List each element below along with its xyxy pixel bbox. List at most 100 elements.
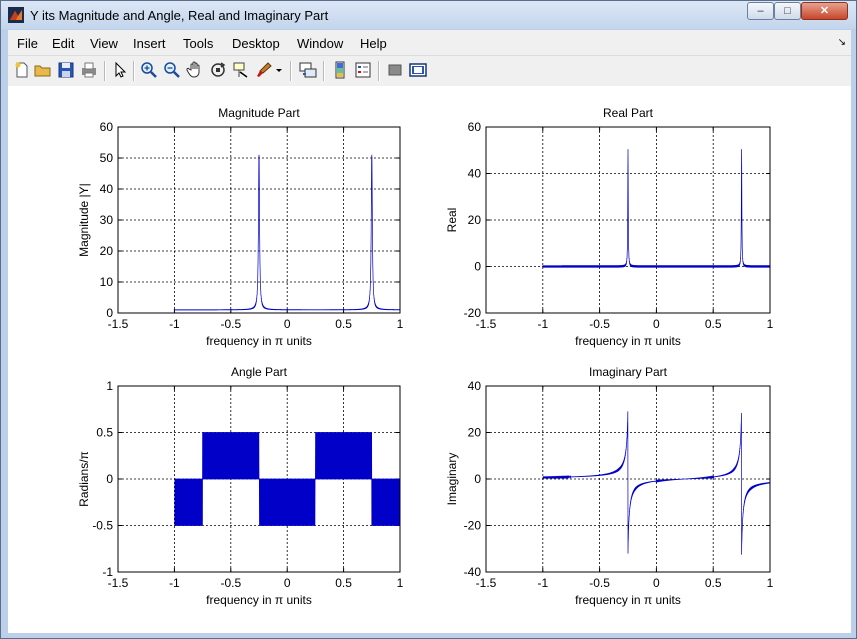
x-tick-label: -1 [169,317,180,331]
x-tick-label: 0 [284,576,291,590]
pan-hand-icon[interactable] [185,60,205,80]
menu-insert[interactable]: Insert [133,36,166,51]
x-tick-label: -1.5 [108,317,129,331]
y-tick-label: 50 [100,151,114,165]
y-tick-label: 40 [468,167,482,181]
axes-title: Real Part [603,106,654,120]
menu-desktop[interactable]: Desktop [232,36,280,51]
menu-edit[interactable]: Edit [52,36,75,51]
maximize-button[interactable]: □ [774,2,801,20]
x-tick-label: -1 [537,317,548,331]
toolbar-separator [133,61,135,81]
link-plot-icon[interactable] [298,60,318,80]
axes-frame [485,385,771,573]
y-tick-label: 60 [468,120,482,134]
y-axis-label: Real [445,208,459,233]
y-tick-label: 0 [474,260,481,274]
window-title: Y its Magnitude and Angle, Real and Imag… [30,8,329,23]
y-tick-label: 0 [106,306,113,320]
edit-plot-arrow-icon[interactable] [110,60,130,80]
x-axis-label: frequency in π units [206,334,312,348]
y-axis-label: Imaginary [445,453,459,506]
save-icon[interactable] [56,60,76,80]
menu-tools[interactable]: Tools [183,36,214,51]
y-tick-label: -20 [464,306,482,320]
axes-frame [117,385,401,573]
x-tick-label: 0 [284,317,291,331]
y-tick-label: 20 [468,213,482,227]
toolbar-separator [378,61,380,81]
data-line [174,432,401,526]
menu-dock-arrow-icon[interactable]: ↘ [837,37,846,48]
axes-title: Angle Part [231,365,288,379]
hide-plot-tools-icon[interactable] [385,60,405,80]
x-axis-label: frequency in π units [575,334,681,348]
new-figure-icon[interactable] [12,60,32,80]
brush-icon[interactable] [254,60,274,80]
subplot-4: -1.5 -1 -0.5 0 0.5 1 -40 -20 0 20 40 Imaginary Part… [445,365,774,607]
menu-window[interactable]: Window [297,36,344,51]
open-file-icon[interactable] [33,60,53,80]
y-tick-label: -0.5 [92,519,113,533]
y-axis-label: Radians/π [77,451,91,507]
zoom-in-icon[interactable] [139,60,159,80]
figure-canvas: -1.5 -1 -0.5 0 0.5 1 0 10 20 30 40 50 60 Magnitude Pa… [8,86,851,633]
x-tick-label: -1 [169,576,180,590]
x-tick-label: -1.5 [476,317,497,331]
menu-file[interactable]: File [17,36,38,51]
y-tick-label: 40 [100,182,114,196]
title-bar[interactable]: Y its Magnitude and Angle, Real and Imag… [1,1,856,29]
toolbar-separator [290,61,292,81]
x-tick-label: 1 [767,576,774,590]
insert-colorbar-icon[interactable] [330,60,350,80]
x-tick-label: 1 [397,317,404,331]
rotate-3d-icon[interactable] [208,60,228,80]
x-tick-label: -0.5 [589,576,610,590]
y-tick-label: -40 [464,565,482,579]
matlab-app-icon [8,7,24,23]
x-tick-label: -1.5 [476,576,497,590]
x-tick-label: -1 [537,576,548,590]
data-cursor-icon[interactable] [231,60,251,80]
data-line [542,411,771,555]
y-tick-label: 30 [100,213,114,227]
show-plot-tools-icon[interactable] [408,60,428,80]
y-tick-label: -20 [464,519,482,533]
subplot-2: -1.5 -1 -0.5 0 0.5 1 -20 0 20 40 60 Real Part freque… [445,106,774,348]
x-tick-label: 0 [653,576,660,590]
x-tick-label: 1 [767,317,774,331]
y-tick-label: 20 [100,244,114,258]
x-tick-label: 0.5 [705,317,722,331]
x-tick-label: 0 [653,317,660,331]
x-tick-label: 1 [397,576,404,590]
x-tick-label: 0.5 [335,317,352,331]
y-tick-label: 40 [468,379,482,393]
close-button[interactable]: ✕ [801,2,848,20]
zoom-out-icon[interactable] [162,60,182,80]
data-line [542,149,771,268]
y-tick-label: 0.5 [96,426,113,440]
axes-frame [117,126,401,314]
print-icon[interactable] [79,60,99,80]
x-tick-label: 0.5 [335,576,352,590]
axes-title: Imaginary Part [589,365,668,379]
minimize-button[interactable]: – [747,2,774,20]
axes-frame [485,126,771,314]
y-tick-label: 0 [106,472,113,486]
brush-dropdown-icon[interactable] [274,60,284,80]
menu-bar: File Edit View Insert Tools Desktop Wind… [8,30,851,55]
menu-view[interactable]: View [90,36,118,51]
y-tick-label: 20 [468,426,482,440]
toolbar-separator [104,61,106,81]
insert-legend-icon[interactable] [353,60,373,80]
figure-toolbar [8,55,851,86]
y-tick-label: 1 [106,379,113,393]
x-tick-label: -0.5 [220,317,241,331]
y-tick-label: 10 [100,275,114,289]
toolbar-separator [323,61,325,81]
y-tick-label: 0 [474,472,481,486]
menu-help[interactable]: Help [360,36,387,51]
